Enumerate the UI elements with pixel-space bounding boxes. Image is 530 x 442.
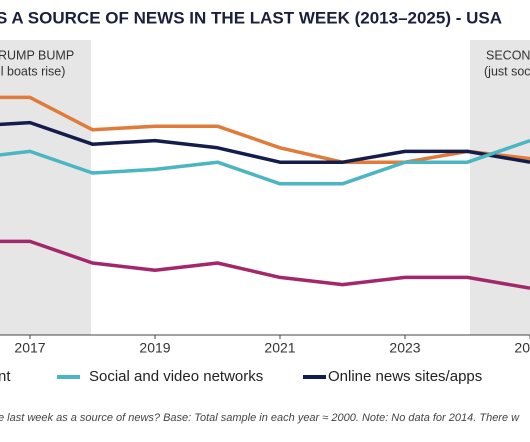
series-line (0, 120, 530, 164)
x-tick-label: 2025 (514, 340, 530, 356)
annotation: ll boats rise) (0, 64, 65, 78)
legend-label: Social and video networks (89, 368, 263, 385)
series-line (0, 239, 530, 290)
shaded-period (470, 40, 530, 335)
annotation: RUMP BUMP (0, 48, 74, 62)
annotation: SECON (486, 48, 530, 62)
series-line (0, 95, 530, 164)
shaded-period (0, 40, 91, 335)
x-tick-label: 2019 (139, 340, 170, 356)
legend-label: nt (0, 368, 11, 385)
annotation: (just soc (484, 64, 530, 78)
x-tick-label: 2021 (264, 340, 295, 356)
chart-title: S A SOURCE OF NEWS IN THE LAST WEEK (201… (0, 8, 502, 27)
footnote: e last week as a source of news? Base: T… (0, 412, 520, 424)
x-tick-label: 2023 (389, 340, 420, 356)
legend-label: Online news sites/apps (328, 368, 482, 385)
x-tick-label: 2017 (14, 340, 45, 356)
series-line (0, 138, 530, 186)
